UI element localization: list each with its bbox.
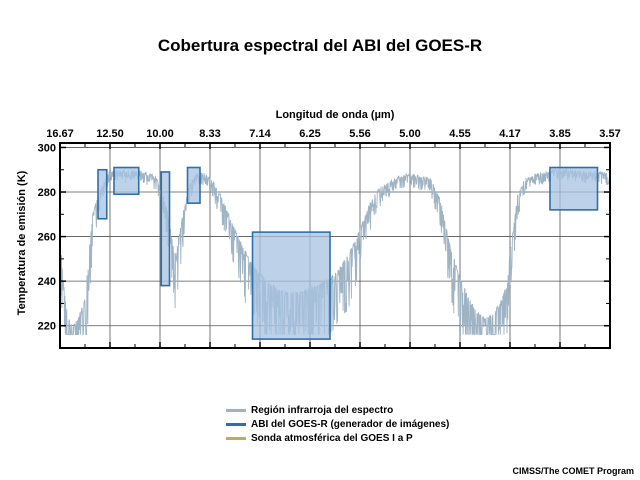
abi-band-4 xyxy=(186,166,201,204)
legend-item-spectrum: Región infrarroja del espectro xyxy=(226,403,449,417)
legend-swatch-sounder xyxy=(226,436,246,440)
y-tick-label: 220 xyxy=(38,321,56,333)
legend: Región infrarroja del espectro ABI del G… xyxy=(226,403,449,445)
x-tick-label: 3.57 xyxy=(599,128,620,140)
x-tick-label: 5.56 xyxy=(349,128,370,140)
x-tick-label: 16.67 xyxy=(46,128,74,140)
tick-layer: 16.67 12.50 10.00 8.33 7.14 6.25 5.56 5.00 4.55 4… xyxy=(38,128,621,349)
abi-band-1 xyxy=(97,168,108,220)
abi-band-3 xyxy=(160,171,171,287)
x-tick-label: 12.50 xyxy=(96,128,124,140)
legend-label-abi: ABI del GOES-R (generador de imágenes) xyxy=(251,418,450,430)
legend-label-sounder: Sonda atmosférica del GOES I a P xyxy=(251,432,413,444)
x-tick-label: 6.25 xyxy=(299,128,320,140)
y-tick-label: 260 xyxy=(38,232,56,244)
abi-band-2 xyxy=(113,166,140,196)
legend-label-spectrum: Región infrarroja del espectro xyxy=(251,404,394,416)
legend-item-abi: ABI del GOES-R (generador de imágenes) xyxy=(226,417,449,431)
x-tick-label: 10.00 xyxy=(146,128,174,140)
abi-band-5 xyxy=(251,231,331,340)
y-tick-label: 240 xyxy=(38,276,56,288)
legend-swatch-spectrum xyxy=(226,408,246,412)
x-axis-label: Longitud de onda (µm) xyxy=(275,109,395,121)
x-tick-label: 8.33 xyxy=(199,128,220,140)
y-tick-label: 280 xyxy=(38,187,56,199)
abi-band-6 xyxy=(549,166,599,211)
spectrum-line xyxy=(59,167,611,337)
abi-band-layer xyxy=(97,166,599,340)
x-tick-label: 7.14 xyxy=(249,128,271,140)
chart-title: Cobertura espectral del ABI del GOES-R xyxy=(157,36,483,55)
legend-swatch-abi xyxy=(226,422,246,426)
x-tick-label: 5.00 xyxy=(399,128,420,140)
y-tick-label: 300 xyxy=(38,142,56,154)
legend-item-sounder: Sonda atmosférica del GOES I a P xyxy=(226,431,449,445)
spectrum-layer xyxy=(59,167,611,337)
credit-text: CIMSS/The COMET Program xyxy=(512,466,634,476)
x-tick-label: 4.17 xyxy=(499,128,520,140)
x-tick-label: 3.85 xyxy=(549,128,570,140)
x-tick-label: 4.55 xyxy=(449,128,470,140)
